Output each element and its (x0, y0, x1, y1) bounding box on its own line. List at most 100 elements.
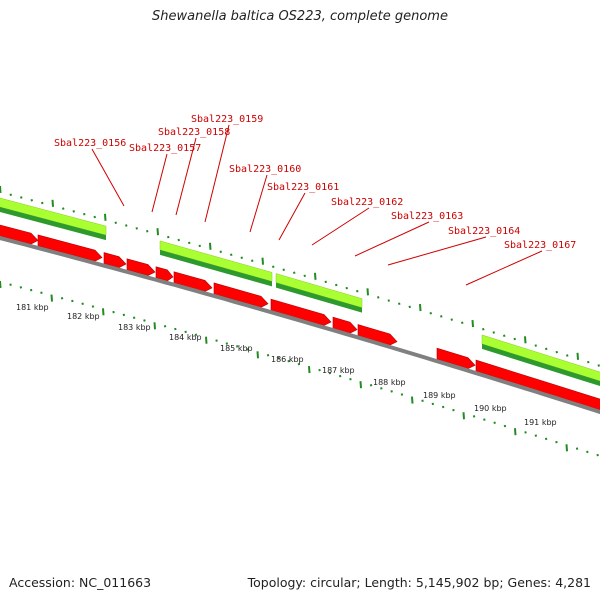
position-tick (91, 305, 95, 308)
gc-tick (545, 347, 548, 351)
position-tick (452, 408, 455, 412)
gene-label-leader (465, 250, 543, 286)
gc-tick (303, 274, 306, 278)
kbp-label: 181 kbp (16, 303, 49, 312)
position-tick (575, 447, 579, 450)
gc-content-track (0, 185, 600, 367)
position-tick (60, 297, 64, 300)
gc-tick (440, 315, 443, 318)
gene-label: Sbal223_0159 (191, 114, 263, 125)
gene-label-leader (91, 148, 125, 207)
position-tick (143, 319, 146, 322)
cds-arrow (155, 266, 174, 282)
cds-arrow (357, 324, 398, 346)
gene-block-shade (160, 249, 272, 287)
gc-tick (177, 238, 180, 242)
gc-tick (83, 212, 86, 216)
gc-tick (20, 196, 23, 199)
gc-tick (30, 198, 33, 202)
gc-tick (324, 280, 327, 284)
gene-label-leader (354, 221, 430, 257)
position-tick (565, 444, 568, 452)
gene-label-leader (311, 207, 370, 246)
accession-label: Accession: NC_011663 (9, 575, 152, 590)
gc-tick (566, 354, 569, 357)
kbp-label: 184 kbp (169, 333, 202, 342)
gc-tick (461, 321, 464, 325)
gc-tick (471, 319, 474, 328)
position-tick (266, 353, 270, 357)
gc-tick (366, 288, 369, 296)
position-tick (194, 333, 198, 337)
gc-tick (597, 364, 600, 367)
position-tick (359, 381, 362, 389)
gene-label-leader (278, 192, 306, 241)
gc-tick (503, 334, 506, 337)
position-tick (40, 291, 43, 295)
cds-track (0, 224, 600, 411)
gc-tick (335, 283, 338, 287)
position-tick (19, 286, 23, 289)
cds-arrow (0, 224, 39, 245)
cds-arrow (103, 252, 127, 268)
position-tick (544, 437, 548, 441)
gc-tick (272, 265, 275, 268)
gc-tick (282, 268, 285, 271)
gc-tick (419, 303, 422, 312)
gene-label-leader (204, 124, 230, 223)
position-tick (390, 390, 393, 393)
position-tick (29, 288, 33, 292)
label-leaders (91, 124, 543, 286)
position-tick (369, 384, 373, 387)
gc-tick (534, 344, 537, 347)
gc-tick (9, 193, 12, 196)
kbp-label: 187 kbp (322, 366, 355, 375)
gc-tick (167, 235, 170, 239)
position-tick (338, 374, 342, 378)
position-tick-track (0, 280, 599, 457)
gc-tick (188, 241, 191, 245)
gc-tick (135, 227, 138, 230)
position-tick (441, 405, 445, 409)
position-tick (503, 424, 507, 428)
cds-arrow (37, 234, 103, 262)
gene-label: Sbal223_0156 (54, 138, 126, 149)
position-tick (318, 368, 321, 372)
gc-tick (450, 318, 453, 321)
gc-tick (114, 221, 117, 224)
position-tick (328, 371, 332, 375)
gc-tick (62, 207, 65, 210)
gene-block (481, 334, 600, 382)
position-tick (349, 377, 352, 381)
gc-tick (0, 185, 2, 194)
position-tick (431, 402, 435, 406)
gc-tick (408, 305, 411, 309)
gc-tick (356, 289, 359, 293)
position-tick (225, 342, 229, 345)
position-tick (174, 327, 177, 331)
position-tick (472, 415, 476, 418)
gc-tick (513, 337, 516, 341)
position-tick (215, 339, 218, 342)
cds-arrow (436, 347, 476, 369)
position-tick (555, 440, 558, 444)
gene-block (275, 273, 363, 309)
position-tick (308, 366, 311, 374)
gene-label: Sbal223_0158 (158, 127, 230, 138)
gc-tick (156, 228, 159, 236)
gc-tick (125, 224, 128, 227)
gene-label: Sbal223_0162 (331, 197, 403, 208)
map-title: Shewanella baltica OS223, complete genom… (152, 9, 448, 24)
gc-tick (261, 257, 264, 265)
gene-label: Sbal223_0157 (129, 143, 201, 154)
position-tick (493, 421, 496, 425)
position-tick (0, 280, 2, 289)
cds-arrow (126, 258, 156, 276)
gene-block-shade (482, 343, 600, 387)
gene-block-shade (0, 207, 106, 241)
gene-block-shade (276, 282, 362, 313)
position-tick (153, 322, 156, 330)
gc-tick (482, 328, 485, 331)
cds-arrow (213, 282, 269, 308)
backbone-line (0, 235, 600, 415)
